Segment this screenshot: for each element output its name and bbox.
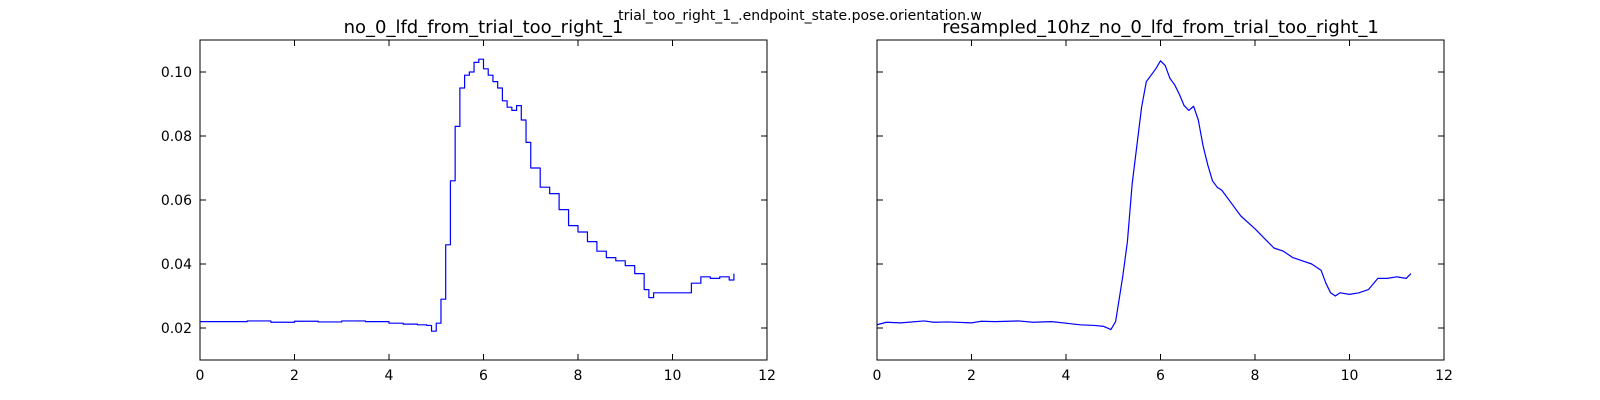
x-tick-label: 10 [664, 368, 682, 384]
x-tick-label: 4 [1062, 368, 1071, 384]
y-tick-label: 0.08 [161, 129, 192, 145]
y-tick-label: 0.10 [161, 65, 192, 81]
x-tick-label: 6 [1156, 368, 1165, 384]
x-tick-label: 6 [479, 368, 488, 384]
x-tick-label: 2 [290, 368, 299, 384]
y-tick-label: 0.04 [161, 257, 192, 273]
panel-left: 0 2 4 6 8 10 12 0.02 0.04 0.06 0.08 0.10 no_0_lfd_fr… [161, 17, 776, 384]
x-tick-label: 8 [1251, 368, 1260, 384]
series-line [877, 60, 1412, 331]
x-tick-label: 12 [758, 368, 776, 384]
x-tick-label: 10 [1341, 368, 1359, 384]
x-tick-label: 12 [1435, 368, 1453, 384]
x-tick-label: 8 [574, 368, 583, 384]
chart-title: resampled_10hz_no_0_lfd_from_trial_too_r… [942, 17, 1379, 38]
series-line [200, 58, 735, 332]
x-tick-label: 4 [385, 368, 394, 384]
chart-title: no_0_lfd_from_trial_too_right_1 [344, 17, 624, 38]
y-tick-label: 0.02 [161, 321, 192, 337]
plot-frame [199, 39, 768, 361]
y-tick-label: 0.06 [161, 193, 192, 209]
x-tick-label: 2 [967, 368, 976, 384]
x-tick-label: 0 [196, 368, 205, 384]
plot-frame [876, 39, 1445, 361]
figure-suptitle: trial_too_right_1_.endpoint_state.pose.o… [618, 8, 982, 24]
panel-right: 0 2 4 6 8 10 12 resampled_10hz_no_0_lfd_from_tr… [873, 17, 1453, 384]
x-tick-label: 0 [873, 368, 882, 384]
